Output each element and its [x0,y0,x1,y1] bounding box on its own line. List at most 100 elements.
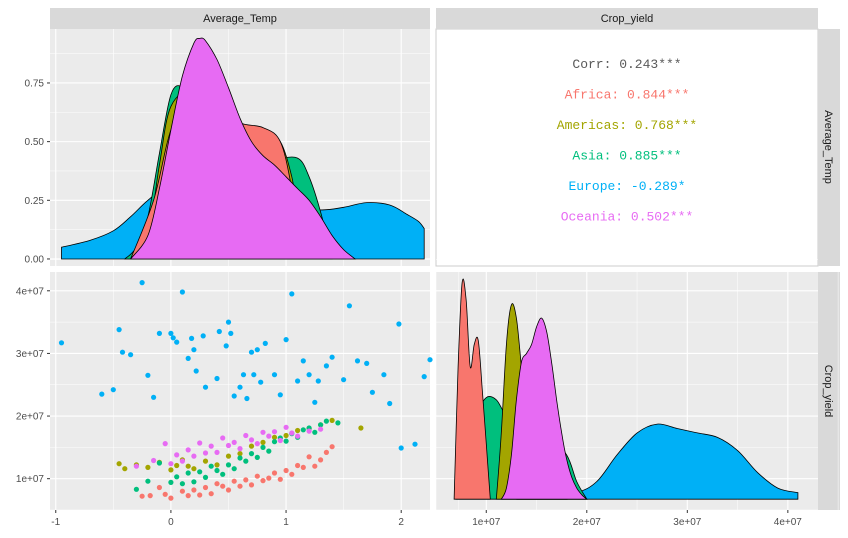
scatter-point-europe [369,389,375,395]
scatter-point-oceania [214,449,220,455]
scatter-point-oceania [248,437,255,443]
scatter-point-africa [323,449,329,455]
y-tick-label: 4e+07 [16,286,45,297]
scatter-point-africa [168,495,174,501]
scatter-point-oceania [191,453,197,459]
scatter-point-africa [289,471,295,477]
scatter-point-europe [170,335,176,341]
y-tick-label: 2e+07 [16,412,45,423]
density-area-oceania-crop-yield [500,317,588,500]
scatter-point-africa [162,491,168,497]
scatter-point-europe [116,327,122,333]
scatter-point-africa [214,481,220,487]
scatter-point-europe [145,372,151,378]
scatter-point-americas [237,451,243,457]
scatter-point-europe [396,321,402,327]
scatter-point-asia [323,418,329,424]
density-area-africa-crop-yield [453,278,491,500]
scatter-point-europe [216,328,222,335]
x-tick-label: 0 [168,517,174,528]
scatter-point-europe [412,441,418,447]
scatter-point-asia [179,481,185,487]
scatter-point-europe [364,360,370,366]
scatter-point-europe [277,392,283,398]
correlation-label: Corr: 0.243*** [572,57,681,72]
scatter-point-americas [191,466,197,472]
scatter-point-asia [300,427,306,433]
x-tick-label: 4e+07 [774,517,803,528]
scatter-point-asia [243,458,249,464]
scatter-point-africa [139,493,145,499]
scatter-point-europe [262,340,268,346]
x-tick-label: 1 [283,517,289,528]
chart-marks [58,37,799,501]
x-tick-label: 1e+07 [472,517,501,528]
scatter-point-asia [266,448,272,454]
strip-label-average-temp: Average_Temp [203,13,277,25]
scatter-point-africa [271,470,278,476]
scatter-point-oceania [220,435,226,441]
scatter-point-asia [133,486,139,492]
scatter-point-asia [214,467,220,474]
scatter-point-europe [254,347,260,353]
y-tick-label: 0.00 [25,254,45,265]
scatter-point-africa [202,484,209,491]
scatter-point-africa [231,478,237,484]
scatter-point-oceania [260,429,266,435]
scatter-point-europe [248,349,255,355]
scatter-point-oceania [295,433,301,439]
scatter-point-africa [277,476,283,482]
scatter-point-europe [283,337,289,343]
density-area-oceania-avg-temp [129,37,357,260]
scatter-point-europe [258,379,264,385]
scatter-point-oceania [271,429,278,435]
scatter-point-europe [427,357,433,363]
scatter-point-asia [260,444,266,450]
scatter-point-oceania [179,458,185,464]
scatter-point-africa [266,475,272,481]
scatter-point-americas [260,439,266,445]
scatter-point-oceania [208,443,214,449]
scatter-point-asia [185,470,191,476]
scatter-point-americas [248,443,255,449]
scatter-point-europe [200,333,206,339]
scatter-point-europe [244,395,250,402]
scatter-point-oceania [277,437,283,444]
scatter-point-europe [315,378,321,384]
scatter-point-europe [306,372,312,378]
scatter-point-asia [174,474,180,480]
scatter-point-europe [231,393,237,399]
scatter-point-americas [283,432,289,439]
scatter-point-asia [202,474,209,480]
scatter-point-asia [312,429,318,435]
scatter-point-oceania [266,433,272,439]
y-tick-label: 1e+07 [16,474,45,485]
scatter-point-europe [214,375,220,382]
scatter-point-africa [318,457,324,463]
scatter-point-americas [145,464,151,470]
scatter-point-americas [329,417,335,423]
scatter-point-europe [381,372,387,378]
scatter-point-asia [318,422,324,428]
scatter-point-europe [295,378,301,384]
scatter-point-oceania [174,452,180,458]
y-tick-label: 3e+07 [16,349,45,360]
scatter-point-europe [271,372,278,378]
correlation-label: Americas: 0.768*** [557,118,697,133]
scatter-point-africa [191,487,197,493]
scatter-point-europe [323,363,329,369]
scatter-point-africa [225,487,232,493]
scatter-point-oceania [243,432,249,439]
scatter-point-asia [197,469,203,475]
scatter-point-oceania [185,447,191,453]
scatter-point-asia [231,466,237,472]
scatter-point-europe [202,384,209,390]
scatter-point-europe [237,384,243,390]
scatter-point-americas [358,425,364,431]
scatter-point-europe [179,289,185,295]
scatter-point-oceania [162,441,168,447]
scatter-point-europe [300,358,306,364]
scatter-point-africa [254,473,260,479]
scatter-point-europe [119,349,126,355]
